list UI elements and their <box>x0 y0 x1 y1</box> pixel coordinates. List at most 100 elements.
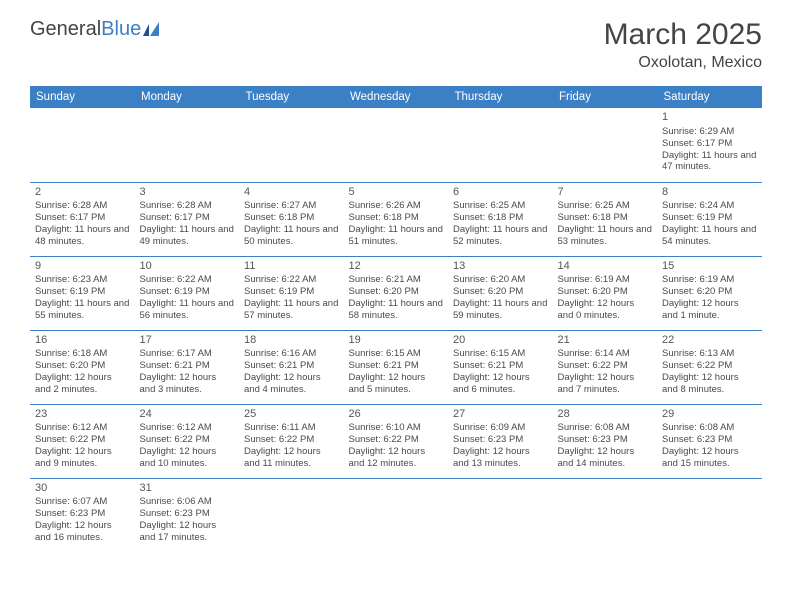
sunrise-text: Sunrise: 6:23 AM <box>35 274 130 286</box>
daylight-text: Daylight: 12 hours and 17 minutes. <box>140 520 235 544</box>
daylight-text: Daylight: 12 hours and 4 minutes. <box>244 372 339 396</box>
sunset-text: Sunset: 6:20 PM <box>349 286 444 298</box>
day-number: 12 <box>349 260 444 274</box>
sunset-text: Sunset: 6:23 PM <box>453 434 548 446</box>
sunset-text: Sunset: 6:20 PM <box>558 286 653 298</box>
calendar-cell: 17Sunrise: 6:17 AMSunset: 6:21 PMDayligh… <box>135 330 240 404</box>
day-header-row: SundayMondayTuesdayWednesdayThursdayFrid… <box>30 86 762 108</box>
logo-text-2: Blue <box>101 18 141 41</box>
sunrise-text: Sunrise: 6:15 AM <box>453 348 548 360</box>
daylight-text: Daylight: 12 hours and 3 minutes. <box>140 372 235 396</box>
sunset-text: Sunset: 6:22 PM <box>558 360 653 372</box>
calendar-cell: 12Sunrise: 6:21 AMSunset: 6:20 PMDayligh… <box>344 256 449 330</box>
sunrise-text: Sunrise: 6:11 AM <box>244 422 339 434</box>
calendar-week-row: 23Sunrise: 6:12 AMSunset: 6:22 PMDayligh… <box>30 404 762 478</box>
sunset-text: Sunset: 6:19 PM <box>140 286 235 298</box>
sunset-text: Sunset: 6:22 PM <box>662 360 757 372</box>
sunrise-text: Sunrise: 6:17 AM <box>140 348 235 360</box>
logo-text-1: General <box>30 18 101 41</box>
calendar-cell <box>553 478 658 552</box>
day-header: Saturday <box>657 86 762 108</box>
sunset-text: Sunset: 6:17 PM <box>662 138 757 150</box>
sunset-text: Sunset: 6:23 PM <box>558 434 653 446</box>
calendar-cell: 18Sunrise: 6:16 AMSunset: 6:21 PMDayligh… <box>239 330 344 404</box>
sunrise-text: Sunrise: 6:10 AM <box>349 422 444 434</box>
day-number: 21 <box>558 334 653 348</box>
daylight-text: Daylight: 11 hours and 50 minutes. <box>244 224 339 248</box>
sunrise-text: Sunrise: 6:07 AM <box>35 496 130 508</box>
day-header: Sunday <box>30 86 135 108</box>
day-number: 17 <box>140 334 235 348</box>
day-number: 28 <box>558 408 653 422</box>
sunset-text: Sunset: 6:22 PM <box>244 434 339 446</box>
calendar-cell: 6Sunrise: 6:25 AMSunset: 6:18 PMDaylight… <box>448 182 553 256</box>
sunrise-text: Sunrise: 6:22 AM <box>244 274 339 286</box>
daylight-text: Daylight: 12 hours and 11 minutes. <box>244 446 339 470</box>
day-header: Friday <box>553 86 658 108</box>
sunrise-text: Sunrise: 6:27 AM <box>244 200 339 212</box>
sunset-text: Sunset: 6:19 PM <box>244 286 339 298</box>
calendar-cell: 16Sunrise: 6:18 AMSunset: 6:20 PMDayligh… <box>30 330 135 404</box>
calendar-cell: 10Sunrise: 6:22 AMSunset: 6:19 PMDayligh… <box>135 256 240 330</box>
month-title: March 2025 <box>604 18 762 52</box>
calendar-cell <box>239 108 344 182</box>
sunrise-text: Sunrise: 6:26 AM <box>349 200 444 212</box>
calendar-cell: 19Sunrise: 6:15 AMSunset: 6:21 PMDayligh… <box>344 330 449 404</box>
daylight-text: Daylight: 12 hours and 0 minutes. <box>558 298 653 322</box>
daylight-text: Daylight: 12 hours and 2 minutes. <box>35 372 130 396</box>
calendar-cell <box>448 108 553 182</box>
calendar-cell <box>344 108 449 182</box>
calendar-cell: 11Sunrise: 6:22 AMSunset: 6:19 PMDayligh… <box>239 256 344 330</box>
day-number: 19 <box>349 334 444 348</box>
day-header: Monday <box>135 86 240 108</box>
calendar-cell: 15Sunrise: 6:19 AMSunset: 6:20 PMDayligh… <box>657 256 762 330</box>
calendar-cell: 1Sunrise: 6:29 AMSunset: 6:17 PMDaylight… <box>657 108 762 182</box>
day-number: 4 <box>244 186 339 200</box>
sunrise-text: Sunrise: 6:28 AM <box>35 200 130 212</box>
sunset-text: Sunset: 6:18 PM <box>558 212 653 224</box>
sunset-text: Sunset: 6:18 PM <box>244 212 339 224</box>
daylight-text: Daylight: 11 hours and 56 minutes. <box>140 298 235 322</box>
calendar-cell: 26Sunrise: 6:10 AMSunset: 6:22 PMDayligh… <box>344 404 449 478</box>
day-number: 6 <box>453 186 548 200</box>
daylight-text: Daylight: 12 hours and 15 minutes. <box>662 446 757 470</box>
calendar-cell: 25Sunrise: 6:11 AMSunset: 6:22 PMDayligh… <box>239 404 344 478</box>
daylight-text: Daylight: 12 hours and 6 minutes. <box>453 372 548 396</box>
sunrise-text: Sunrise: 6:12 AM <box>35 422 130 434</box>
daylight-text: Daylight: 12 hours and 12 minutes. <box>349 446 444 470</box>
sunrise-text: Sunrise: 6:16 AM <box>244 348 339 360</box>
sunset-text: Sunset: 6:19 PM <box>35 286 130 298</box>
calendar-week-row: 16Sunrise: 6:18 AMSunset: 6:20 PMDayligh… <box>30 330 762 404</box>
day-number: 25 <box>244 408 339 422</box>
day-number: 29 <box>662 408 757 422</box>
daylight-text: Daylight: 11 hours and 55 minutes. <box>35 298 130 322</box>
day-number: 23 <box>35 408 130 422</box>
sunrise-text: Sunrise: 6:15 AM <box>349 348 444 360</box>
day-number: 18 <box>244 334 339 348</box>
sunrise-text: Sunrise: 6:18 AM <box>35 348 130 360</box>
daylight-text: Daylight: 12 hours and 7 minutes. <box>558 372 653 396</box>
sunset-text: Sunset: 6:17 PM <box>140 212 235 224</box>
day-number: 10 <box>140 260 235 274</box>
day-header: Wednesday <box>344 86 449 108</box>
day-header: Tuesday <box>239 86 344 108</box>
daylight-text: Daylight: 12 hours and 14 minutes. <box>558 446 653 470</box>
calendar-week-row: 30Sunrise: 6:07 AMSunset: 6:23 PMDayligh… <box>30 478 762 552</box>
daylight-text: Daylight: 11 hours and 51 minutes. <box>349 224 444 248</box>
sunset-text: Sunset: 6:22 PM <box>35 434 130 446</box>
daylight-text: Daylight: 11 hours and 52 minutes. <box>453 224 548 248</box>
sunrise-text: Sunrise: 6:19 AM <box>558 274 653 286</box>
sunrise-text: Sunrise: 6:24 AM <box>662 200 757 212</box>
day-number: 27 <box>453 408 548 422</box>
day-header: Thursday <box>448 86 553 108</box>
sunrise-text: Sunrise: 6:20 AM <box>453 274 548 286</box>
sunrise-text: Sunrise: 6:06 AM <box>140 496 235 508</box>
daylight-text: Daylight: 11 hours and 59 minutes. <box>453 298 548 322</box>
calendar-cell: 20Sunrise: 6:15 AMSunset: 6:21 PMDayligh… <box>448 330 553 404</box>
sunrise-text: Sunrise: 6:28 AM <box>140 200 235 212</box>
daylight-text: Daylight: 11 hours and 47 minutes. <box>662 150 757 174</box>
sunset-text: Sunset: 6:19 PM <box>662 212 757 224</box>
sunset-text: Sunset: 6:20 PM <box>453 286 548 298</box>
calendar-cell <box>30 108 135 182</box>
calendar-cell: 24Sunrise: 6:12 AMSunset: 6:22 PMDayligh… <box>135 404 240 478</box>
